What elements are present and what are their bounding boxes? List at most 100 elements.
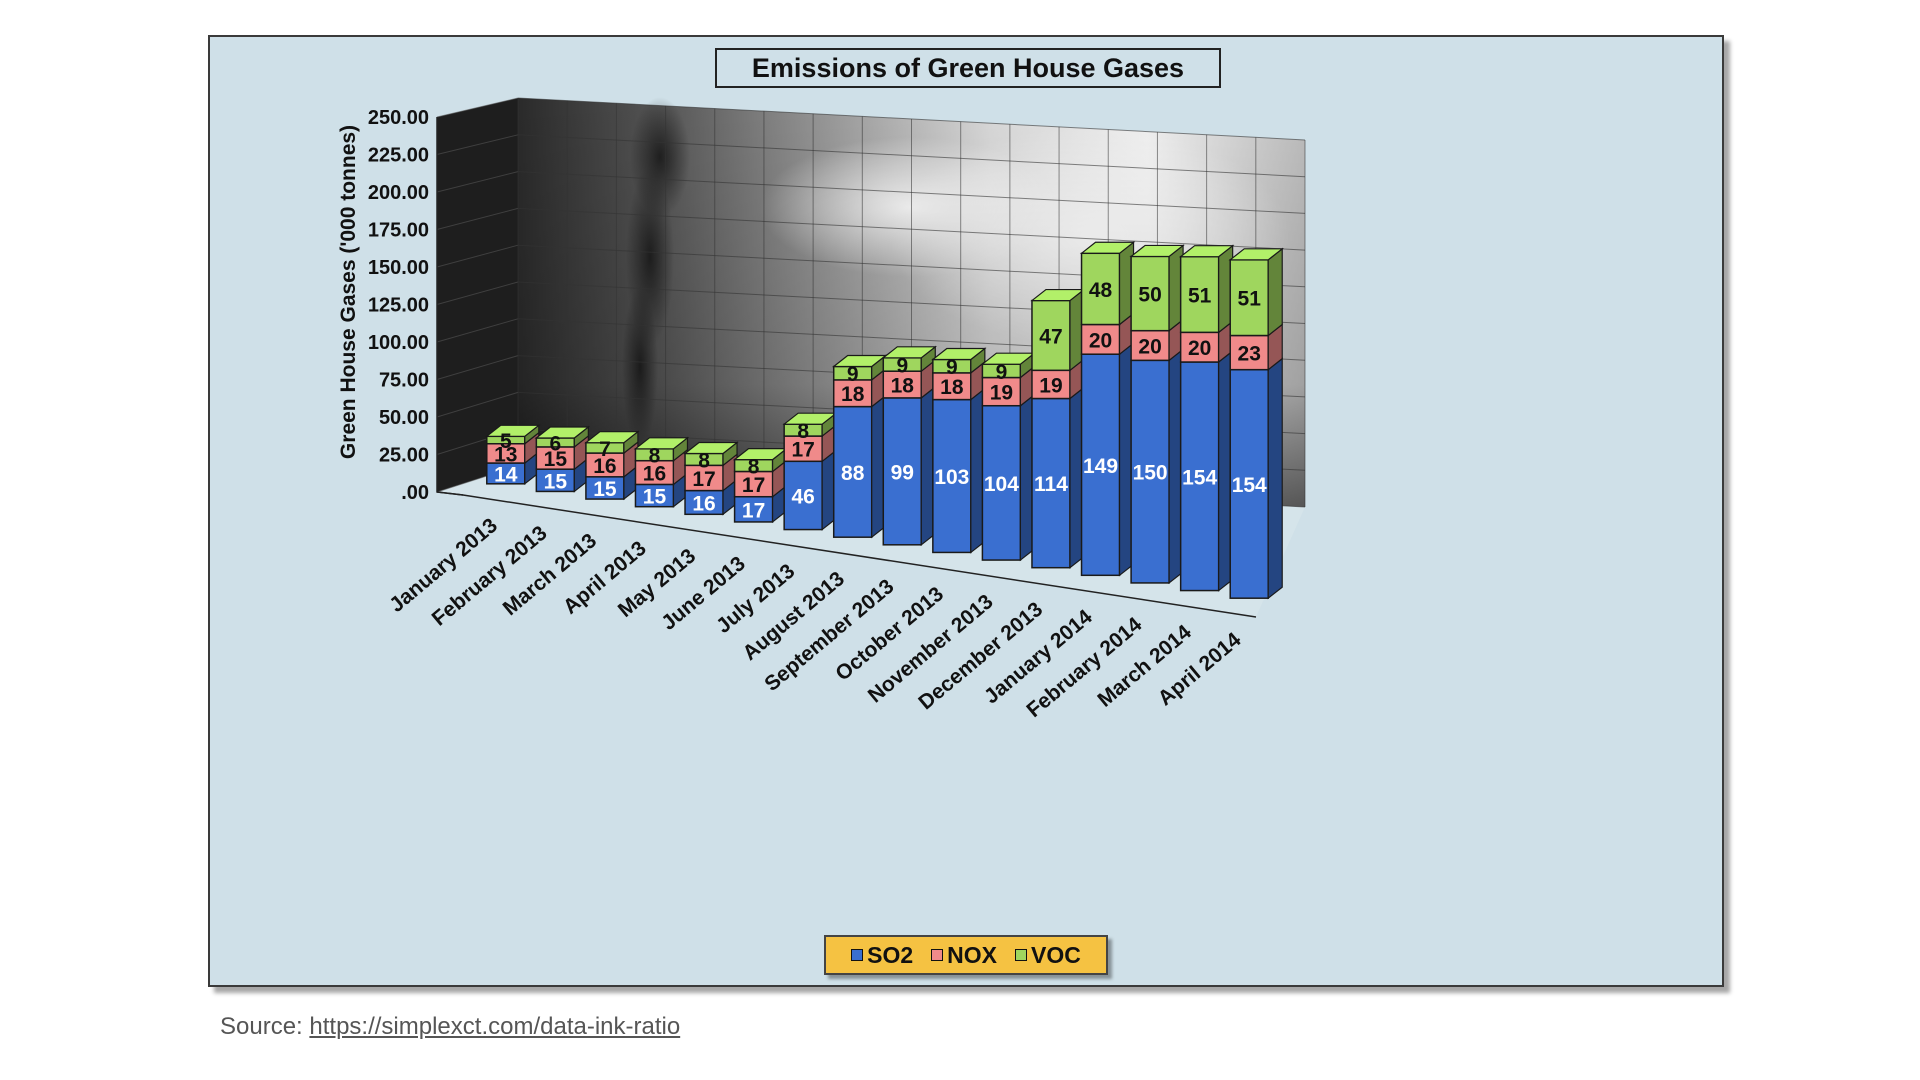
gridline	[436, 171, 519, 193]
data-label-nox: 18	[940, 376, 964, 399]
bar-so2	[882, 397, 923, 546]
data-label-voc: 8	[649, 445, 661, 468]
data-label-so2: 15	[544, 470, 568, 493]
bar-voc-top	[881, 346, 938, 359]
bar-voc-side	[1267, 247, 1283, 337]
data-label-so2: 16	[692, 492, 715, 515]
data-label-nox: 16	[593, 455, 616, 478]
bar-so2	[1130, 359, 1170, 584]
data-label-so2: 15	[643, 486, 667, 509]
axis-line	[436, 491, 464, 496]
bar-nox	[1080, 323, 1121, 355]
data-label-nox: 15	[544, 448, 568, 471]
data-label-nox: 23	[1238, 343, 1261, 366]
data-label-voc: 9	[996, 361, 1008, 384]
data-label-voc: 8	[698, 449, 710, 472]
data-label-nox: 17	[742, 474, 765, 497]
source-link[interactable]: https://simplexct.com/data-ink-ratio	[309, 1013, 681, 1040]
y-tick-label: 25.00	[379, 445, 429, 467]
y-tick-label: .00	[401, 482, 429, 504]
gridline	[436, 391, 519, 418]
legend-swatch-so2	[851, 949, 864, 961]
chart-panel: .00 25.00 50.00 75.00 100.00 125.00 150.00 175.…	[208, 35, 1724, 987]
data-label-voc: 9	[946, 356, 958, 379]
bar-nox	[1179, 331, 1220, 363]
bar-voc-top	[1129, 244, 1185, 258]
bar-so2-side	[1267, 357, 1283, 600]
legend-label-so2: SO2	[867, 941, 914, 968]
bar-so2	[832, 405, 873, 538]
y-tick-label: 150.00	[368, 257, 429, 279]
gridline	[436, 244, 519, 268]
data-label-nox: 20	[1138, 335, 1161, 358]
data-label-voc: 7	[599, 438, 611, 461]
data-label-voc: 9	[847, 363, 859, 386]
data-label-voc: 51	[1188, 285, 1212, 308]
data-label-nox: 20	[1188, 337, 1211, 360]
data-label-so2: 114	[1034, 473, 1068, 496]
data-label-nox: 19	[990, 382, 1013, 405]
bar-voc	[1179, 255, 1220, 334]
y-tick-label: 75.00	[379, 370, 429, 392]
bar-voc-top	[1228, 248, 1284, 261]
y-tick-label: 225.00	[368, 145, 429, 167]
bar-nox	[832, 379, 873, 408]
legend-label-voc: VOC	[1031, 941, 1081, 968]
bar-voc-top	[1178, 245, 1235, 258]
bar-voc-top	[1079, 241, 1136, 254]
data-label-nox: 13	[494, 443, 517, 466]
legend-label-nox: NOX	[947, 941, 998, 968]
bar-so2	[1229, 368, 1269, 599]
data-label-so2: 14	[494, 463, 518, 486]
data-label-voc: 47	[1039, 325, 1062, 348]
data-label-so2: 103	[934, 466, 969, 489]
data-label-voc: 5	[500, 430, 512, 453]
data-label-so2: 88	[841, 462, 865, 485]
chart-legend: SO2 NOX VOC	[824, 935, 1108, 975]
bar-voc	[1080, 252, 1121, 326]
y-axis-label: Green House Gases ('000 tonnes)	[337, 125, 360, 459]
bar-so2	[1179, 361, 1220, 592]
legend-swatch-voc	[1015, 949, 1028, 961]
bar-so2	[932, 398, 972, 554]
data-label-voc: 6	[550, 432, 562, 455]
data-label-voc: 8	[797, 420, 809, 443]
y-tick-label: 100.00	[368, 332, 429, 354]
data-label-voc: 50	[1138, 284, 1161, 307]
bar-voc	[1031, 299, 1071, 372]
legend-item-so2: SO2	[851, 942, 913, 969]
bar-voc	[1130, 255, 1170, 332]
y-tick-label: 200.00	[368, 182, 429, 204]
y-tick-label: 175.00	[368, 220, 429, 242]
bar-voc-top	[931, 347, 987, 361]
gridline	[436, 207, 519, 230]
legend-swatch-nox	[931, 949, 944, 961]
y-tick-label: 250.00	[368, 107, 429, 129]
legend-item-nox: NOX	[931, 942, 997, 969]
data-label-so2: 17	[742, 499, 765, 522]
data-label-nox: 20	[1089, 329, 1112, 352]
bar-voc-top	[485, 424, 541, 437]
data-label-so2: 15	[593, 478, 617, 501]
data-label-so2: 154	[1182, 466, 1217, 489]
bar-so2	[1031, 397, 1071, 569]
data-label-so2: 149	[1083, 455, 1118, 478]
data-label-voc: 8	[748, 456, 760, 479]
y-tick-label: 125.00	[368, 295, 429, 317]
data-label-voc: 9	[896, 355, 908, 378]
data-label-nox: 16	[643, 463, 666, 486]
chart-title: Emissions of Green House Gases	[715, 48, 1221, 88]
side-wall	[437, 98, 518, 492]
legend-item-voc: VOC	[1015, 942, 1081, 969]
data-label-nox: 19	[1039, 374, 1062, 397]
y-tick-label: 50.00	[379, 407, 429, 429]
bar-voc-top	[683, 441, 739, 455]
data-label-nox: 17	[791, 439, 814, 462]
bar-nox	[1229, 334, 1269, 371]
bar-nox	[1130, 329, 1170, 362]
gridline	[436, 281, 519, 305]
gridline	[436, 97, 519, 118]
data-label-so2: 99	[891, 461, 914, 484]
gridline	[436, 134, 519, 155]
gridline	[436, 355, 519, 380]
